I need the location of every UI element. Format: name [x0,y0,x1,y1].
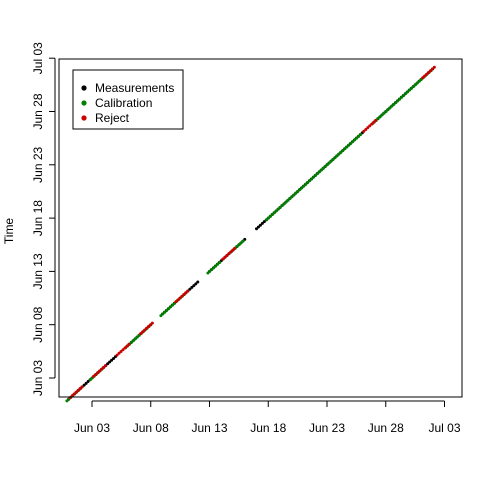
data-point [233,247,236,250]
y-tick-label: Jul 03 [31,42,45,74]
legend-label: Measurements [95,81,174,95]
data-point [104,364,107,367]
x-tick-label: Jun 03 [74,421,110,435]
x-tick-label: Jun 23 [309,421,345,435]
x-tick-label: Jun 08 [133,421,169,435]
y-tick-label: Jun 18 [31,200,45,236]
y-tick-label: Jun 23 [31,146,45,182]
x-tick-label: Jul 03 [428,421,460,435]
y-axis-label: Time [2,218,16,245]
legend-label: Reject [95,111,130,125]
x-tick-label: Jun 18 [250,421,286,435]
legend: MeasurementsCalibrationReject [73,70,183,129]
x-tick-label: Jun 28 [368,421,404,435]
y-tick-label: Jun 08 [31,306,45,342]
data-point [242,240,245,243]
data-point [151,322,154,325]
legend-marker [81,100,86,105]
legend-label: Calibration [95,96,152,110]
data-point [433,66,436,69]
data-point [127,343,130,346]
legend-marker [81,85,86,90]
data-point [186,290,189,293]
data-point [218,261,221,264]
y-tick-label: Jun 13 [31,253,45,289]
x-tick-label: Jun 13 [191,421,227,435]
y-tick-label: Jun 28 [31,93,45,129]
data-point [80,386,83,389]
y-tick-label: Jun 03 [31,360,45,396]
legend-marker [81,115,86,120]
data-point [359,133,362,136]
data-point [196,281,199,284]
data-point [374,119,377,122]
